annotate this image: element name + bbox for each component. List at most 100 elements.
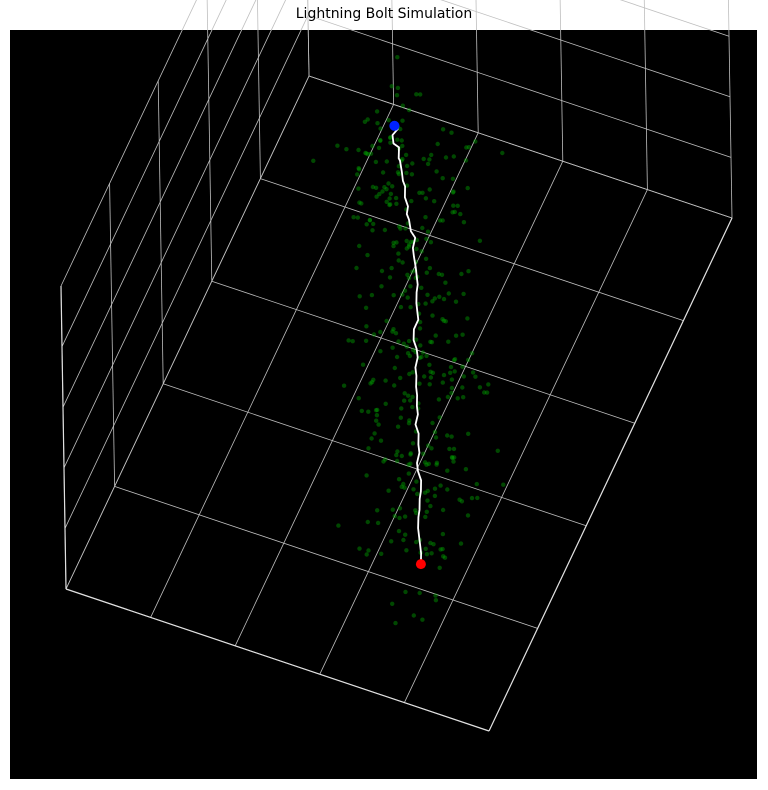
charge-point [408, 239, 414, 245]
charge-point [413, 337, 419, 342]
charge-point [378, 329, 383, 335]
charge-point [368, 151, 374, 156]
charge-point [388, 135, 393, 140]
grid-line [150, 104, 394, 618]
charge-point [446, 339, 451, 344]
charge-point [388, 191, 394, 197]
charge-point [394, 93, 400, 98]
charge-point [459, 499, 465, 504]
charge-point [440, 380, 445, 385]
grid-lines [60, 0, 733, 732]
charge-point [451, 203, 456, 208]
charge-point [400, 292, 405, 297]
charge-point [378, 137, 383, 143]
charge-point [391, 327, 396, 332]
chart-title: Lightning Bolt Simulation [295, 6, 473, 22]
charge-point [341, 383, 347, 388]
charge-point [463, 467, 469, 472]
charge-point [432, 429, 438, 435]
charge-point [357, 243, 362, 249]
charge-point [406, 244, 412, 249]
charge-point [413, 510, 419, 516]
charge-point [437, 294, 442, 299]
charge-point [394, 240, 399, 245]
charge-point [378, 138, 383, 143]
charge-point [408, 451, 413, 456]
grid-line [157, 80, 164, 384]
charge-point [391, 293, 396, 298]
charge-point [355, 215, 360, 220]
charge-point [335, 143, 340, 148]
charge-point [398, 304, 404, 310]
charge-point [452, 455, 457, 460]
charge-point [434, 169, 439, 174]
charge-point [410, 404, 415, 410]
charge-point [484, 390, 490, 395]
charge-point [404, 246, 409, 251]
charge-point [370, 143, 375, 149]
charge-point [395, 55, 400, 60]
charge-point [438, 483, 443, 488]
y-axis-line [488, 217, 733, 732]
charge-point [402, 391, 407, 396]
charge-point [457, 497, 462, 502]
charge-point [403, 589, 408, 595]
charge-point [396, 339, 401, 344]
charge-point [406, 275, 412, 281]
charge-point [400, 118, 405, 123]
charge-point [465, 316, 470, 321]
charge-point [364, 151, 369, 156]
charge-point [432, 199, 437, 204]
charge-point [429, 446, 434, 451]
charge-point [409, 198, 414, 204]
charge-point [450, 210, 455, 215]
grid-line [391, 0, 394, 105]
charge-point [394, 458, 400, 464]
charge-point [459, 271, 464, 277]
charge-point [364, 222, 369, 227]
charge-point [469, 495, 475, 501]
charge-point [433, 333, 438, 338]
charge-point [406, 421, 412, 426]
charge-point [370, 228, 375, 233]
charge-point [368, 381, 373, 386]
charge-point [393, 195, 399, 201]
charge-point [366, 446, 371, 451]
charge-point [378, 349, 383, 354]
charge-point [386, 181, 391, 186]
charge-point [411, 347, 416, 353]
charge-point [451, 154, 456, 159]
charge-point [369, 436, 374, 441]
charge-point [408, 461, 413, 466]
charge-point [432, 493, 438, 499]
charge-point [453, 333, 459, 338]
charge-point [373, 408, 379, 413]
plot-background [10, 30, 757, 779]
charge-point [449, 434, 454, 439]
charge-point [443, 155, 449, 160]
charge-point [450, 176, 456, 181]
charge-point [410, 394, 415, 400]
charge-point [424, 353, 429, 359]
charge-point [374, 413, 380, 418]
charge-point [425, 498, 430, 503]
charge-point [365, 117, 370, 122]
charge-point [396, 251, 401, 256]
charge-point [390, 507, 395, 512]
charge-point [451, 459, 456, 464]
charge-point [411, 487, 416, 492]
charge-point [384, 318, 389, 324]
charge-point [374, 109, 380, 114]
x-axis-line [65, 588, 490, 732]
charge-point [451, 189, 456, 194]
charge-point [383, 378, 388, 383]
charge-point [440, 546, 445, 552]
charge-point [392, 513, 397, 519]
charge-point [390, 329, 395, 334]
charge-point [422, 490, 428, 495]
charge-point [449, 377, 455, 382]
charge-point [426, 443, 431, 448]
charge-point [407, 107, 412, 113]
charge-point [465, 513, 471, 518]
